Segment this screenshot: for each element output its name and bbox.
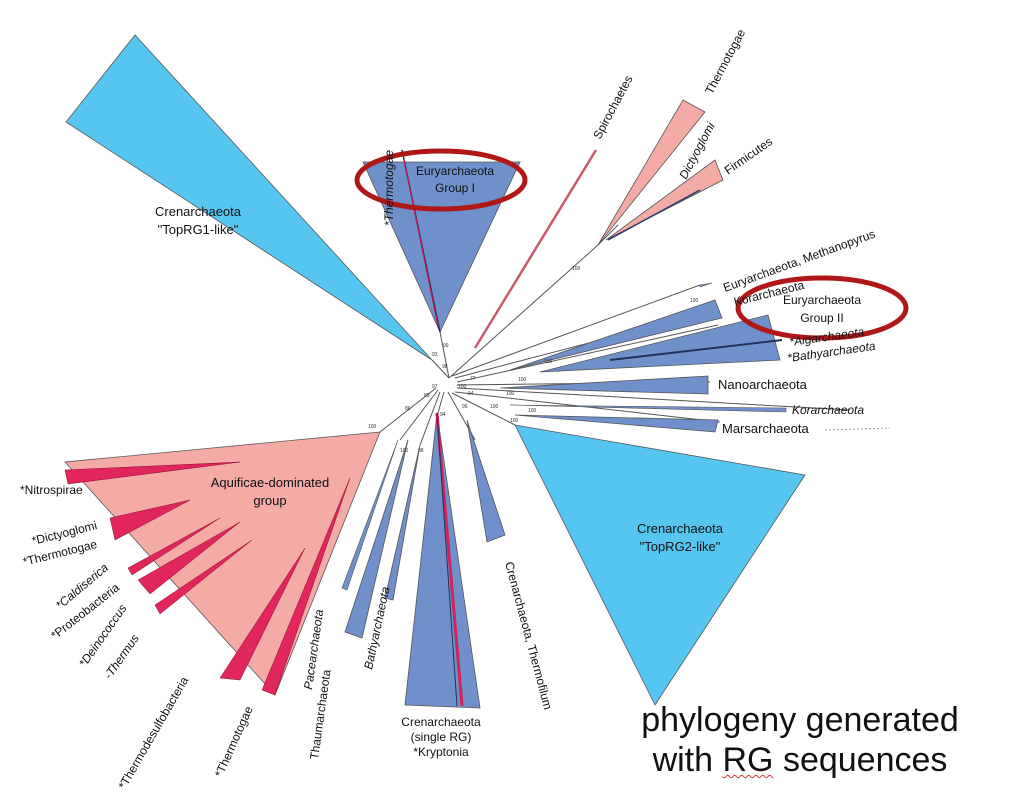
- clade-crenarchaeota-thermofilum: [466, 419, 506, 543]
- bootstrap-label: 98: [442, 364, 448, 370]
- highlight-ring-group-1: [354, 148, 528, 212]
- dictyoglomi-subclade: [109, 499, 191, 541]
- bootstrap-label: 100: [518, 377, 527, 383]
- bootstrap-label: 97: [432, 384, 438, 390]
- bootstrap-label: 99: [443, 343, 449, 349]
- bootstrap-label: 100: [368, 424, 377, 430]
- label-single-rg: (single RG): [411, 730, 472, 744]
- label-euryarchaeota-group-1: Euryarchaeota: [416, 164, 494, 178]
- label-toprg2-like: "TopRG2-like": [640, 539, 721, 554]
- bootstrap-label: 100: [400, 448, 409, 454]
- label-kryptonia: *Kryptonia: [413, 745, 469, 759]
- bootstrap-label: 100: [528, 408, 537, 414]
- clade-marsarchaeota: [514, 414, 719, 433]
- marsarchaeota-dotted-branch: [824, 427, 891, 431]
- proteobacteria-subclade: [137, 521, 241, 595]
- caption: phylogeny generated with RG sequences: [590, 700, 1010, 780]
- bathyarchaeota-right-branch: [609, 339, 783, 361]
- bootstrap-label: 100: [572, 266, 581, 272]
- aquificae-subclades: [64, 461, 351, 696]
- caption-rg: RG: [722, 741, 774, 779]
- bootstrap-values: 100 100 100 100 100 100 100 100 100 100 …: [368, 266, 699, 454]
- label-crenarchaeota-thermofilum: Crenarchaeota, Thermofilum: [502, 560, 555, 711]
- deinococcus-subclade: [154, 539, 253, 615]
- label-crenarchaeota-rg1: Crenarchaeota: [155, 204, 242, 219]
- label-group-2: Group II: [800, 311, 843, 325]
- label-firmicutes: Firmicutes: [722, 134, 775, 177]
- spirochaetes-branch: [473, 149, 598, 349]
- thermotogae-branch-red: [403, 159, 439, 327]
- thermodesulfobacteria-subclade: [219, 547, 306, 681]
- clade-bathyarchaeota: [384, 444, 421, 601]
- caption-line-2: with RG sequences: [590, 740, 1010, 780]
- clade-crenarchaeota-toprg2: [514, 424, 806, 706]
- bootstrap-label: 100: [506, 391, 515, 397]
- firmicutes-dark-branch: [607, 189, 701, 241]
- clade-thermotogae: [597, 99, 706, 246]
- bootstrap-label: 96: [462, 404, 468, 410]
- clade-crenarchaeota-toprg1: [65, 34, 433, 361]
- label-thermodesulfobacteria: *Thermodesulfobacteria: [115, 674, 191, 792]
- bootstrap-label: 98: [418, 448, 424, 454]
- label-crenarchaeota-single: Crenarchaeota: [401, 715, 481, 729]
- thermotogae-bottom-subclade: [261, 477, 351, 696]
- clade-euryarchaeota-group-2-upper: [509, 299, 723, 371]
- label-thermotogae-small: *Thermotogae: [382, 150, 396, 226]
- caption-with: with: [652, 741, 723, 779]
- label-aquificae-dominated: Aquificae-dominated: [211, 475, 330, 490]
- bootstrap-label: 94: [440, 412, 446, 418]
- bootstrap-label: 93: [432, 352, 438, 358]
- clade-pacearchaeota: [341, 439, 399, 591]
- bootstrap-label: 100: [458, 384, 467, 390]
- bootstrap-label: 88: [424, 393, 430, 399]
- clade-korarchaeota-top: [699, 282, 713, 288]
- bootstrap-label: 100: [544, 359, 553, 365]
- bootstrap-label: 100: [690, 298, 699, 304]
- label-korarchaeota: Korarchaeota: [792, 403, 864, 417]
- clade-korarchaeota: [509, 404, 787, 413]
- kryptonia-branch-dark: [436, 412, 458, 707]
- label-thermotogae: Thermotogae: [702, 27, 748, 97]
- label-nanoarchaeota: Nanoarchaeota: [718, 377, 808, 392]
- kryptonia-branch: [435, 412, 464, 707]
- bootstrap-label: 100: [510, 418, 519, 424]
- label-spirochaetes: Spirochaetes: [590, 73, 635, 141]
- label-marsarchaeota: Marsarchaeota: [722, 421, 809, 436]
- bootstrap-label: 86: [405, 406, 411, 412]
- label-group-1: Group I: [435, 181, 475, 195]
- bootstrap-label: 77: [470, 376, 476, 382]
- caldiserica-subclade: [127, 517, 221, 576]
- clade-nanoarchaeota: [499, 375, 709, 395]
- nitrospirae-subclade: [64, 461, 241, 485]
- bootstrap-label: 94: [468, 391, 474, 397]
- caption-line-1: phylogeny generated: [641, 701, 959, 739]
- label-aquificae-group: group: [253, 493, 286, 508]
- clade-euryarchaeota-group-2: [539, 314, 781, 373]
- label-thermotogae-bottom: *Thermotogae: [212, 704, 256, 779]
- label-euryarchaeota-group-2: Euryarchaeota: [783, 293, 861, 307]
- clade-firmicutes: [605, 159, 724, 241]
- bootstrap-label: 100: [490, 404, 499, 410]
- label-nitrospirae: *Nitrospirae: [20, 483, 83, 497]
- clade-thaumarchaeota: [344, 439, 409, 639]
- clade-crenarchaeota-single-rg: [404, 412, 481, 709]
- caption-sequences: sequences: [773, 741, 948, 779]
- label-toprg1-like: "TopRG1-like": [158, 222, 239, 237]
- label-crenarchaeota-rg2: Crenarchaeota: [637, 521, 724, 536]
- highlight-ring-group-2: [735, 275, 909, 341]
